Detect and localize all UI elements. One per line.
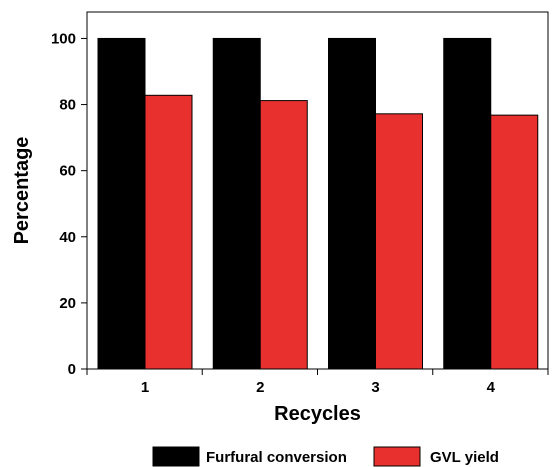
x-tick-label: 2	[256, 379, 264, 396]
bar-gvl-yield-4	[490, 114, 539, 370]
x-axis-title: Recycles	[274, 403, 361, 425]
legend-label-gvl-yield: GVL yield	[430, 449, 499, 466]
bar-gvl-yield-1	[144, 94, 193, 370]
bar-gvl-yield-2	[259, 100, 308, 370]
bar-gvl-yield-3	[375, 113, 423, 370]
bar-furfural-conversion-3	[328, 37, 376, 370]
legend-label-furfural-conversion: Furfural conversion	[206, 449, 347, 466]
x-tick-label: 1	[141, 379, 149, 396]
y-axis: 0 20 40 60 80 100	[51, 30, 87, 378]
y-tick-label: 0	[68, 361, 76, 378]
legend: Furfural conversion GVL yield	[152, 446, 499, 467]
y-tick-label: 80	[59, 97, 76, 114]
x-tick-label: 3	[371, 379, 379, 396]
legend-swatch-gvl-yield	[373, 446, 421, 467]
legend-swatch-furfural-conversion	[152, 446, 200, 467]
y-tick-label: 20	[59, 295, 76, 312]
y-tick-label: 40	[59, 229, 76, 246]
y-axis-title: Percentage	[11, 137, 33, 245]
x-axis: 1 2 3 4	[86, 369, 549, 396]
bars-group	[97, 37, 539, 370]
y-tick-label: 100	[51, 30, 76, 47]
y-tick-label: 60	[59, 163, 76, 180]
bar-furfural-conversion-1	[97, 37, 146, 370]
bar-furfural-conversion-4	[443, 37, 492, 370]
x-tick-label: 4	[487, 379, 496, 396]
bar-furfural-conversion-2	[212, 37, 261, 370]
